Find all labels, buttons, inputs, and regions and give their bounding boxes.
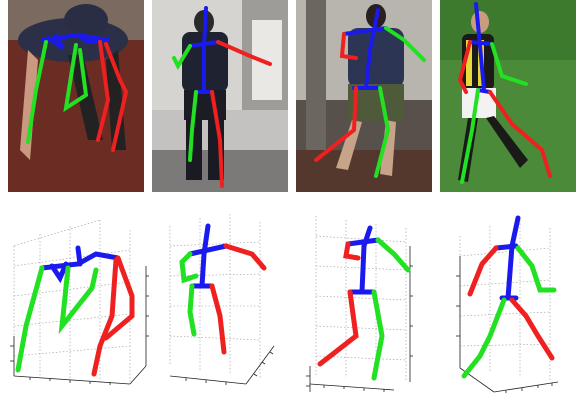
skeleton-overlay bbox=[172, 6, 272, 188]
plot-3d-crawling bbox=[0, 206, 150, 397]
photo-football bbox=[440, 0, 576, 192]
axes bbox=[169, 345, 275, 385]
plot-3d-walking bbox=[298, 206, 438, 397]
plot-3d-football bbox=[446, 206, 576, 397]
skeleton-overlay bbox=[457, 2, 552, 184]
axes bbox=[309, 246, 411, 392]
skeleton-3d bbox=[15, 245, 135, 377]
photo-walking bbox=[296, 0, 432, 192]
skeleton-3d bbox=[179, 223, 267, 355]
photo-standing bbox=[152, 0, 288, 192]
plot-3d-standing bbox=[150, 206, 292, 397]
skeleton-3d bbox=[317, 225, 411, 381]
skeleton-overlay bbox=[314, 8, 426, 178]
skeleton-3d bbox=[461, 215, 557, 379]
skeleton-overlay bbox=[26, 32, 129, 152]
photo-crawling bbox=[8, 0, 144, 192]
